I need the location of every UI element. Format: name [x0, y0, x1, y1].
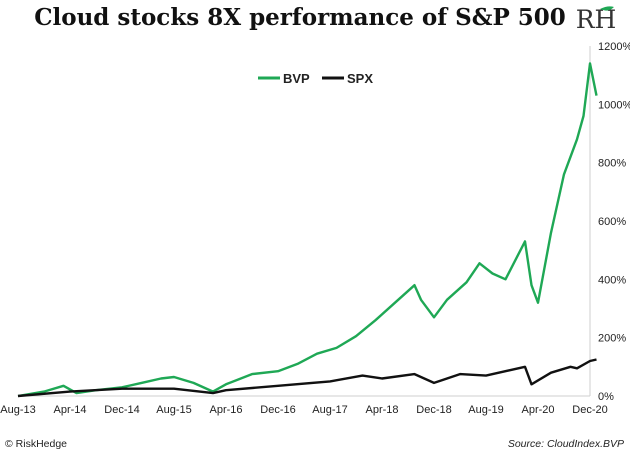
x-tick-labels: Aug-13 Apr-14 Dec-14 Aug-15 Apr-16 Dec-16 Aug-…	[0, 404, 607, 416]
chart-title: Cloud stocks 8X performance of S&P 500	[34, 4, 566, 31]
legend-label: BVP	[283, 71, 310, 86]
x-tick-label: Dec-20	[572, 404, 607, 416]
x-tick-label: Aug-15	[156, 404, 191, 416]
footer-left: © RiskHedge	[5, 438, 67, 450]
y-tick-label: 1200%	[598, 41, 630, 53]
x-tick-label: Apr-20	[521, 404, 554, 416]
series-lines	[17, 62, 598, 398]
y-tick-label: 0%	[598, 391, 614, 403]
x-tick-label: Apr-18	[365, 404, 398, 416]
legend-label: SPX	[347, 71, 373, 86]
series-line-bvp	[17, 62, 598, 398]
y-tick-label: 600%	[598, 216, 626, 228]
x-tick-label: Aug-17	[312, 404, 347, 416]
logo-leaf-icon	[600, 6, 614, 11]
x-tick-label: Dec-16	[260, 404, 295, 416]
x-tick-label: Apr-14	[53, 404, 86, 416]
y-tick-label: 1000%	[598, 99, 630, 111]
y-tick-label: 200%	[598, 333, 626, 345]
legend: BVP SPX	[258, 71, 373, 86]
footer-right: Source: CloudIndex.BVP	[508, 438, 624, 450]
series-line-spx	[17, 358, 597, 398]
x-tick-label: Apr-16	[209, 404, 242, 416]
y-tick-labels: 0% 200% 400% 600% 800% 1000% 1200%	[598, 41, 630, 403]
x-tick-label: Dec-18	[416, 404, 451, 416]
y-tick-label: 400%	[598, 274, 626, 286]
x-tick-label: Dec-14	[104, 404, 139, 416]
x-tick-label: Aug-13	[0, 404, 35, 416]
x-tick-label: Aug-19	[468, 404, 503, 416]
y-tick-label: 800%	[598, 158, 626, 170]
logo: RH	[576, 5, 617, 34]
